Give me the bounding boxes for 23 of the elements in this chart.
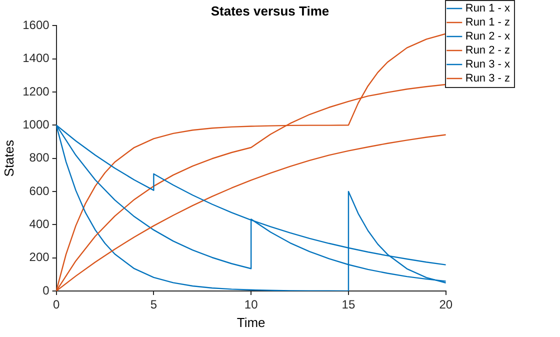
- x-tick-label: 0: [52, 298, 60, 312]
- y-tick-label: 1600: [22, 18, 50, 32]
- y-tick-label: 1000: [22, 117, 50, 132]
- x-tick-label: 5: [150, 298, 158, 312]
- legend-label: Run 2 - x: [465, 30, 510, 43]
- legend-label: Run 1 - z: [465, 16, 510, 29]
- y-tick-label: 0: [42, 283, 50, 298]
- x-tick-label: 15: [342, 298, 356, 312]
- legend-label: Run 1 - x: [465, 2, 510, 15]
- y-tick-label: 1400: [22, 51, 50, 66]
- y-tick-label: 1200: [22, 84, 50, 98]
- x-axis-title: Time: [236, 314, 266, 330]
- x-tick-label: 10: [244, 298, 258, 312]
- x-tick-label: 20: [439, 298, 453, 312]
- y-tick-label: 200: [29, 250, 50, 264]
- y-axis-title: States: [1, 139, 16, 177]
- legend-label: Run 3 - z: [465, 72, 510, 85]
- y-tick-label: 600: [29, 184, 50, 198]
- chart-title: States versus Time: [210, 3, 330, 18]
- y-tick-label: 400: [29, 216, 50, 231]
- legend-label: Run 2 - z: [465, 44, 510, 57]
- legend-label: Run 3 - x: [465, 58, 510, 71]
- y-tick-label: 800: [29, 150, 50, 165]
